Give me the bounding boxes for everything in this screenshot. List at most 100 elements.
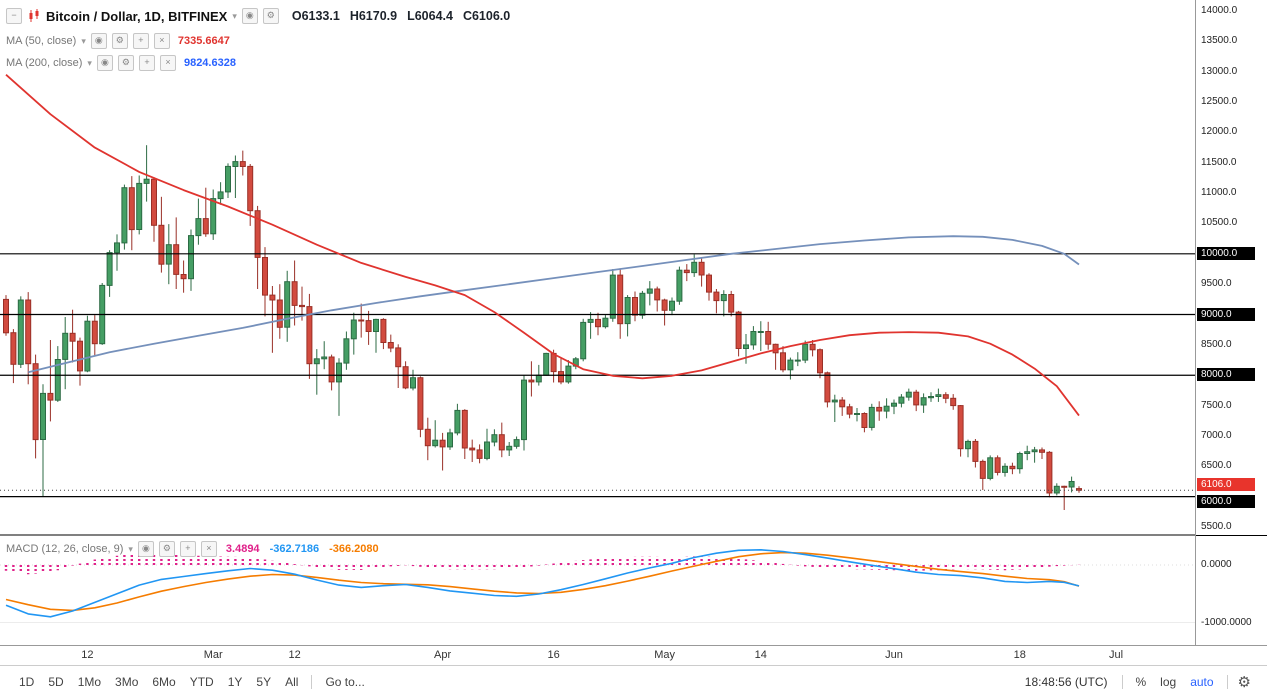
price-tick: 5500.0 xyxy=(1201,521,1232,532)
ma50-legend: MA (50, close) ▾ ◉ ⚙ + × 7335.6647 xyxy=(6,33,230,49)
chevron-down-icon[interactable]: ▾ xyxy=(87,57,92,68)
time-axis-label: 14 xyxy=(754,649,767,661)
price-tick: 14000.0 xyxy=(1201,5,1238,16)
ma200-legend: MA (200, close) ▾ ◉ ⚙ + × 9824.6328 xyxy=(6,55,236,71)
plus-icon[interactable]: + xyxy=(132,33,149,49)
gear-icon[interactable]: ⚙ xyxy=(158,541,175,557)
goto-button[interactable]: Go to... xyxy=(325,675,365,689)
log-scale-button[interactable]: log xyxy=(1160,675,1177,689)
open-value: O6133.1 xyxy=(291,9,340,23)
time-axis-label: May xyxy=(654,649,675,661)
time-axis-label: Jun xyxy=(885,649,903,661)
plus-icon[interactable]: + xyxy=(179,541,196,557)
range-button-5y[interactable]: 5Y xyxy=(256,675,272,689)
range-button-1mo[interactable]: 1Mo xyxy=(77,675,102,689)
ma200-value: 9824.6328 xyxy=(183,57,236,69)
price-badge: 8000.0 xyxy=(1197,368,1255,382)
macd-tick: 0.0000 xyxy=(1201,559,1232,570)
range-buttons: 1D 5D 1Mo 3Mo 6Mo YTD 1Y 5Y All xyxy=(12,675,305,689)
time-axis-label: 18 xyxy=(1013,649,1026,661)
price-tick: 6500.0 xyxy=(1201,460,1232,472)
ma50-value: 7335.6647 xyxy=(177,35,230,47)
toolbar-divider xyxy=(1226,675,1228,689)
bottom-toolbar: 1D 5D 1Mo 3Mo 6Mo YTD 1Y 5Y All Go to... 18:48:5… xyxy=(0,665,1267,698)
clock-label: 18:48:56 (UTC) xyxy=(1024,675,1108,689)
price-tick: 11500.0 xyxy=(1201,156,1237,168)
ma50-line xyxy=(5,74,1080,417)
macd-values: 3.4894 -362.7186 -366.2080 xyxy=(226,543,379,555)
range-button-1y[interactable]: 1Y xyxy=(227,675,243,689)
eye-icon[interactable]: ◉ xyxy=(96,55,113,71)
close-icon[interactable]: × xyxy=(200,541,217,557)
macd-histogram xyxy=(4,553,1081,575)
macd-signal-line xyxy=(5,551,1080,612)
price-tick: 8500.0 xyxy=(1201,338,1232,350)
pane-separator xyxy=(1196,535,1267,536)
close-icon[interactable]: × xyxy=(153,33,170,49)
ohlc-values: O6133.1 H6170.9 L6064.4 C6106.0 xyxy=(292,9,510,23)
symbol-title[interactable]: Bitcoin / Dollar, 1D, BITFINEX xyxy=(46,8,228,24)
ma200-line xyxy=(27,235,1080,374)
range-button-5d[interactable]: 5D xyxy=(48,675,64,689)
price-tick: 7500.0 xyxy=(1201,399,1232,411)
range-button-1d[interactable]: 1D xyxy=(19,675,35,689)
chevron-down-icon[interactable]: ▾ xyxy=(128,543,133,554)
plot-area[interactable]: − Bitcoin / Dollar, 1D, BITFINEX ▾ ◉ ⚙ O… xyxy=(0,0,1195,645)
price-tick: 7000.0 xyxy=(1201,429,1232,441)
time-axis-label: 12 xyxy=(288,649,301,661)
price-badge: 6000.0 xyxy=(1197,494,1255,508)
price-badge: 6106.0 xyxy=(1197,478,1255,492)
eye-icon[interactable]: ◉ xyxy=(137,541,154,557)
symbol-legend: − Bitcoin / Dollar, 1D, BITFINEX ▾ ◉ ⚙ O… xyxy=(6,8,510,24)
toolbar-right: 18:48:56 (UTC) % log auto ⚙ xyxy=(1017,673,1255,691)
close-value: C6106.0 xyxy=(462,9,511,23)
settings-gear-icon[interactable]: ⚙ xyxy=(1237,674,1251,691)
range-button-all[interactable]: All xyxy=(285,675,299,689)
macd-line xyxy=(5,548,1080,618)
high-value: H6170.9 xyxy=(349,9,398,23)
price-tick: 11000.0 xyxy=(1201,187,1237,199)
percent-scale-button[interactable]: % xyxy=(1135,675,1147,689)
time-axis-label: Apr xyxy=(434,649,452,661)
time-axis-label: 16 xyxy=(547,649,560,661)
toolbar-divider xyxy=(311,675,313,689)
candles xyxy=(3,145,1082,510)
low-value: L6064.4 xyxy=(407,9,453,23)
range-button-3mo[interactable]: 3Mo xyxy=(115,675,139,689)
price-tick: 13000.0 xyxy=(1201,65,1238,77)
time-axis-label: 12 xyxy=(81,649,94,661)
time-axis-label: Jul xyxy=(1108,649,1124,661)
collapse-pane-icon[interactable]: − xyxy=(6,8,22,24)
auto-button[interactable]: auto xyxy=(1190,675,1214,689)
candlestick-chart[interactable] xyxy=(0,0,1195,645)
eye-icon[interactable]: ◉ xyxy=(241,8,258,24)
price-tick: 12500.0 xyxy=(1201,96,1238,108)
macd-value-hist: 3.4894 xyxy=(225,543,260,555)
range-button-ytd[interactable]: YTD xyxy=(189,675,214,689)
time-axis-label: Mar xyxy=(203,649,223,661)
ma200-label[interactable]: MA (200, close) xyxy=(6,57,83,69)
gear-icon[interactable]: ⚙ xyxy=(117,55,134,71)
plus-icon[interactable]: + xyxy=(138,55,155,71)
price-badge: 10000.0 xyxy=(1197,246,1255,260)
macd-legend: MACD (12, 26, close, 9) ▾ ◉ ⚙ + × 3.4894… xyxy=(6,541,379,557)
price-badge: 9000.0 xyxy=(1197,307,1255,321)
macd-label[interactable]: MACD (12, 26, close, 9) xyxy=(6,543,124,555)
toolbar-divider xyxy=(1121,675,1123,689)
close-icon[interactable]: × xyxy=(159,55,176,71)
chevron-down-icon[interactable]: ▾ xyxy=(81,35,86,46)
gear-icon[interactable]: ⚙ xyxy=(262,8,279,24)
gear-icon[interactable]: ⚙ xyxy=(111,33,128,49)
macd-value-signal: -366.2080 xyxy=(329,543,379,555)
macd-tick: -1000.0000 xyxy=(1201,616,1252,628)
price-tick: 9500.0 xyxy=(1201,278,1232,290)
time-axis[interactable]: 12 Mar 12 Apr 16 May 14 Jun 18 Jul xyxy=(0,645,1267,665)
chevron-down-icon[interactable]: ▾ xyxy=(232,10,237,21)
ma50-label[interactable]: MA (50, close) xyxy=(6,35,77,47)
macd-value-line: -362.7186 xyxy=(269,543,320,555)
price-axis[interactable]: 14000.0 13500.0 13000.0 12500.0 12000.0 11500… xyxy=(1195,0,1267,645)
range-button-6mo[interactable]: 6Mo xyxy=(152,675,176,689)
eye-icon[interactable]: ◉ xyxy=(90,33,107,49)
price-tick: 13500.0 xyxy=(1201,35,1238,47)
price-tick: 12000.0 xyxy=(1201,126,1238,138)
